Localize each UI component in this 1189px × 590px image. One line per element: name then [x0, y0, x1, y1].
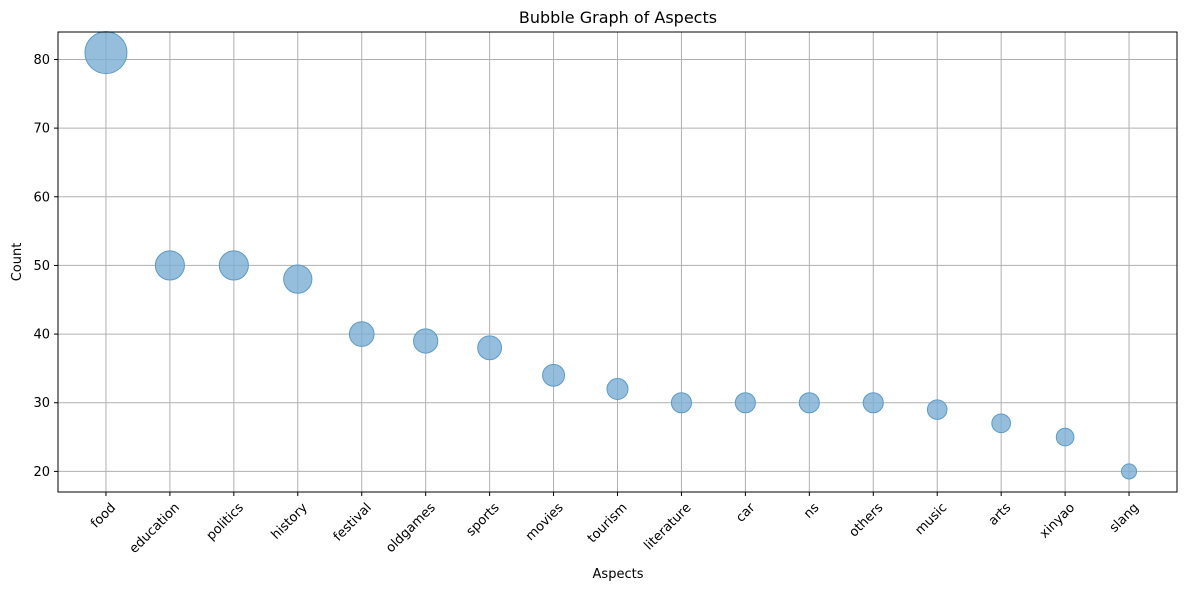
- x-tick-label: sports: [464, 500, 503, 539]
- x-tick-label: others: [846, 500, 886, 540]
- chart-title: Bubble Graph of Aspects: [519, 8, 717, 27]
- y-axis-label: Count: [10, 243, 25, 282]
- bubble-music: [926, 399, 948, 420]
- bubble-literature: [670, 392, 692, 414]
- bubble-festival: [348, 321, 375, 347]
- bubble-tourism: [606, 378, 629, 401]
- x-tick-label: oldgames: [383, 500, 439, 556]
- bubble-arts: [991, 413, 1011, 434]
- bubbles-layer: [84, 31, 1138, 480]
- x-tick-label: arts: [986, 500, 1015, 529]
- y-tick-label: 70: [33, 122, 50, 137]
- bubble-movies: [542, 363, 566, 387]
- x-tick-label: tourism: [585, 500, 631, 546]
- x-ticks: food education politics history festival oldg…: [88, 492, 1142, 557]
- y-tick-label: 60: [33, 190, 50, 205]
- x-tick-label: history: [269, 500, 311, 542]
- bubble-xinyao: [1055, 427, 1075, 447]
- x-tick-label: movies: [523, 500, 567, 544]
- bubble-politics: [218, 250, 249, 281]
- y-tick-label: 80: [33, 53, 50, 68]
- x-tick-label: festival: [331, 500, 375, 544]
- y-tick-label: 40: [33, 328, 50, 343]
- x-tick-label: education: [127, 500, 183, 556]
- x-tick-label: slang: [1107, 500, 1142, 535]
- x-tick-label: politics: [204, 500, 247, 543]
- x-tick-label: food: [88, 500, 119, 531]
- x-axis-label: Aspects: [593, 567, 644, 582]
- x-tick-label: ns: [801, 500, 822, 521]
- bubble-others: [862, 392, 884, 414]
- x-tick-label: xinyao: [1037, 500, 1078, 541]
- bubble-ns: [798, 392, 820, 414]
- bubble-food: [84, 31, 128, 75]
- bubble-sports: [477, 335, 503, 361]
- x-tick-label: music: [912, 500, 950, 538]
- y-tick-label: 30: [33, 396, 50, 411]
- bubble-history: [283, 264, 313, 294]
- y-tick-label: 20: [33, 465, 50, 480]
- bubble-education: [154, 250, 185, 281]
- bubble-oldgames: [413, 328, 439, 354]
- y-tick-label: 50: [33, 259, 50, 274]
- y-ticks: 20 30 40 50 60 70 80: [33, 53, 58, 480]
- bubble-car: [734, 392, 756, 414]
- bubble-slang: [1120, 463, 1138, 480]
- x-tick-label: literature: [641, 500, 694, 553]
- x-tick-label: car: [733, 500, 759, 526]
